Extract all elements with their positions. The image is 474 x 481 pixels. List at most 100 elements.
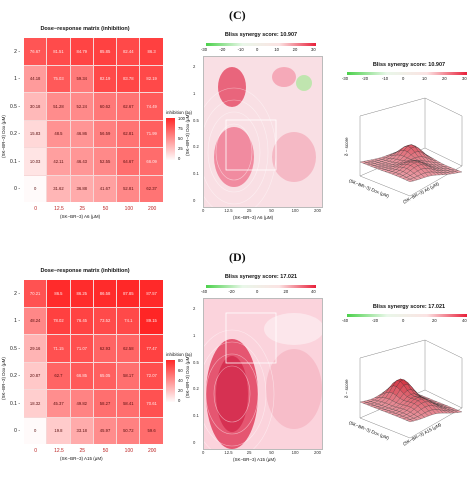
matrix-cell: 59.6	[140, 417, 163, 444]
matrix-title: Dose−response matrix (inhibition)	[40, 26, 130, 32]
contour-y-tick: 2	[193, 306, 196, 311]
matrix-cell: 86.5	[47, 280, 70, 307]
matrix-cell: 76.67	[24, 38, 47, 65]
matrix-row-label: 2 -	[14, 290, 20, 297]
matrix-legend-tick: 25	[178, 146, 183, 151]
matrix-cell: 30.18	[24, 93, 47, 120]
contour-region	[266, 349, 322, 429]
surface-colorbar-tick: 20	[442, 76, 447, 81]
panel-label: (D)	[229, 250, 246, 264]
matrix-cell: 56.59	[93, 120, 117, 147]
matrix-legend-tick: 100	[178, 116, 185, 121]
matrix-cell: 78.02	[47, 307, 70, 334]
matrix-cell: 85.85	[93, 38, 117, 65]
surface-frame-edge	[424, 389, 463, 409]
matrix-cell: 76.45	[70, 307, 93, 334]
surface-svg	[359, 97, 463, 197]
matrix-row-label: 0.5 -	[9, 103, 20, 110]
contour-x-title: (SK−BR−3) A6 (μM)	[233, 215, 274, 220]
matrix-cell: 86.3	[140, 38, 163, 65]
contour-y-tick: 0	[193, 198, 196, 203]
contour-colorbar	[206, 285, 316, 288]
matrix-cell: 87.85	[117, 280, 140, 307]
matrix-cell: 51.28	[47, 93, 70, 120]
contour-y-tick: 1	[193, 332, 196, 338]
contour-line	[215, 123, 253, 181]
surface-frame-edge	[359, 97, 426, 117]
matrix-cell: 82.19	[93, 65, 117, 92]
matrix-row-label: 0.1 -	[9, 158, 20, 165]
matrix-cell: 52.55	[93, 148, 117, 175]
matrix-cell: 70.61	[140, 390, 163, 417]
matrix-legend-bar	[166, 360, 175, 402]
matrix-cell: 71.15	[47, 335, 70, 362]
surface-z-label: δ − score	[344, 137, 349, 156]
matrix-col-label: 25	[79, 206, 86, 212]
matrix-col-label: 50	[102, 206, 109, 212]
synergy-contour-map	[203, 298, 323, 450]
matrix-legend-tick: 60	[178, 368, 183, 373]
matrix-cell: 31.62	[47, 175, 70, 202]
matrix-cell: 66.09	[140, 148, 163, 175]
surface-frame-edge	[424, 147, 463, 167]
contour-colorbar-tick: -10	[237, 47, 244, 52]
matrix-cell: 48.24	[24, 307, 47, 334]
synergy-surface-3d	[340, 328, 470, 448]
matrix-cell: 29.16	[24, 335, 47, 362]
contour-x-tick: 50	[269, 208, 274, 213]
matrix-cell: 82.44	[117, 38, 140, 65]
matrix-cell: 46.43	[70, 148, 93, 175]
surface-frame-edge	[359, 417, 411, 439]
contour-title: Bliss synergy score: 10.907	[224, 32, 298, 38]
contour-region	[272, 67, 296, 87]
matrix-cell: 0	[24, 175, 47, 202]
contour-svg	[204, 57, 322, 207]
contour-colorbar-tick: 0	[256, 47, 259, 52]
surface-colorbar-tick: 40	[462, 318, 467, 323]
highlight-box	[225, 119, 277, 171]
surface-colorbar-tick: 0	[402, 76, 405, 81]
contour-colorbar-tick: 10	[274, 47, 279, 52]
contour-line	[213, 365, 251, 423]
matrix-cell: 62.7	[47, 362, 70, 389]
matrix-legend-tick: 80	[178, 358, 183, 363]
contour-region	[296, 75, 312, 91]
surface-frame-edge	[424, 97, 463, 117]
matrix-cell: 89.15	[140, 307, 163, 334]
matrix-cell: 58.27	[93, 390, 117, 417]
matrix-title: Dose−response matrix (inhibition)	[40, 268, 130, 274]
matrix-col-label: 0	[34, 448, 38, 454]
surface-frame-edge	[424, 339, 463, 359]
surface-colorbar-tick: -40	[342, 318, 349, 323]
panel-label: (C)	[229, 8, 246, 22]
matrix-cell: 86.25	[70, 280, 93, 307]
contour-y-tick: 0.5	[193, 117, 199, 123]
contour-region	[214, 127, 254, 187]
contour-y-tick: 0	[193, 440, 196, 445]
contour-y-tick: 0.2	[193, 144, 199, 150]
matrix-cell: 50.72	[117, 417, 140, 444]
matrix-cell: 66.85	[70, 362, 93, 389]
surface-title: Bliss synergy score: 10.907	[372, 62, 446, 68]
contour-x-tick: 100	[291, 450, 299, 455]
matrix-cell: 45.97	[93, 417, 117, 444]
surface-colorbar	[347, 314, 467, 317]
contour-colorbar-tick: -30	[201, 47, 208, 52]
matrix-col-label: 100	[124, 448, 134, 454]
matrix-col-label: 200	[147, 206, 157, 212]
matrix-cell: 86.58	[93, 280, 117, 307]
matrix-col-label: 100	[124, 206, 134, 212]
matrix-cell: 10.03	[24, 148, 47, 175]
matrix-cell: 62.58	[117, 335, 140, 362]
synergy-contour-map	[203, 56, 323, 208]
contour-y-tick: 0.2	[193, 386, 199, 392]
contour-x-tick: 12.5	[224, 450, 233, 455]
matrix-cell: 87.57	[140, 280, 163, 307]
contour-x-tick: 50	[269, 450, 274, 455]
surface-patch	[454, 170, 463, 173]
contour-colorbar-tick: 30	[311, 47, 316, 52]
matrix-row-label: 0.2 -	[9, 373, 20, 380]
contour-colorbar-tick: -40	[201, 289, 208, 294]
matrix-cell: 74.1	[117, 307, 140, 334]
contour-colorbar-tick: 20	[292, 47, 298, 52]
